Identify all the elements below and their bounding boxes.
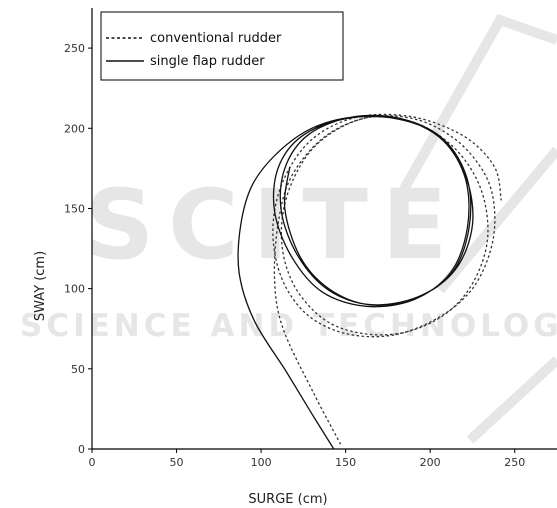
x-tick-label: 50 <box>170 456 184 469</box>
y-tick-label: 150 <box>64 202 85 215</box>
y-tick-label: 250 <box>64 42 85 55</box>
plot-area <box>237 113 502 450</box>
x-tick-label: 200 <box>420 456 441 469</box>
watermark-main-text: SCITE <box>85 169 461 281</box>
x-axis-title: SURGE (cm) <box>248 492 327 507</box>
series-layer <box>237 113 502 450</box>
legend-label-single-flap-rudder: single flap rudder <box>150 54 265 69</box>
y-axis-title: SWAY (cm) <box>33 251 48 321</box>
y-tick-label: 50 <box>71 363 85 376</box>
series-line-single-flap-rudder <box>237 114 474 450</box>
x-axis-ticks: 0 50 100 150 200 250 <box>89 449 525 469</box>
y-axis-ticks: 0 50 100 150 200 250 <box>64 42 92 456</box>
y-tick-label: 0 <box>78 443 85 456</box>
watermark-swoosh <box>390 13 557 444</box>
x-tick-label: 150 <box>335 456 356 469</box>
y-tick-label: 100 <box>64 283 85 296</box>
x-tick-label: 250 <box>504 456 525 469</box>
watermark-sub-text: SCIENCE AND TECHNOLOGY <box>20 308 557 344</box>
legend-label-conventional-rudder: conventional rudder <box>150 31 282 46</box>
x-tick-label: 0 <box>89 456 96 469</box>
x-tick-label: 100 <box>251 456 272 469</box>
series-line-conventional-rudder <box>272 113 502 445</box>
y-tick-label: 200 <box>64 122 85 135</box>
legend-box <box>100 11 344 81</box>
watermark: SCITE SCIENCE AND TECHNOLOGY <box>20 13 557 444</box>
legend: conventional rudder single flap rudder <box>100 11 344 81</box>
